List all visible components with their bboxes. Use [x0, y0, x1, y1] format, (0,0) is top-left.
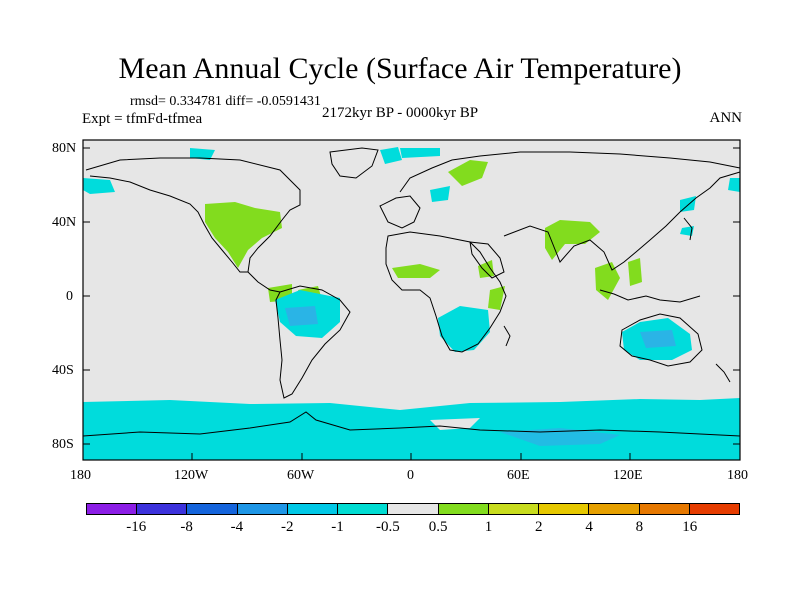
sahara-warm: [392, 264, 440, 278]
east-africa-warm: [488, 286, 505, 310]
siberia-warm: [448, 160, 488, 186]
antarctic-gray-gap: [430, 418, 480, 430]
lon-tick-label: 120E: [613, 468, 643, 483]
arctic-anomaly-scand: [430, 186, 450, 202]
colorbar-label: -1: [331, 519, 344, 535]
lon-tick-label: 60W: [287, 468, 315, 483]
colorbar-label: 1: [484, 519, 493, 535]
colorbar-label: -8: [180, 519, 193, 535]
lon-tick-label: 60E: [507, 468, 530, 483]
colorbar-segment: [689, 504, 740, 514]
india-warm: [545, 220, 600, 260]
coast-greenland: [329, 147, 379, 179]
coastlines: [82, 147, 741, 437]
colorbar: [86, 503, 740, 515]
experiment-label: Expt = tfmFd-tfmea: [82, 111, 203, 127]
coast-new-zealand: [715, 363, 731, 383]
philippines-warm: [628, 258, 642, 286]
colorbar-segment: [287, 504, 339, 514]
coast-eurasia-north: [399, 151, 741, 193]
arctic-anomaly-canada: [190, 148, 215, 160]
colorbar-label: -2: [280, 519, 294, 535]
colorbar-label: 4: [585, 519, 593, 535]
lon-tick-label: 180: [727, 468, 748, 483]
colorbar-segment: [388, 504, 439, 514]
arctic-anomaly-greenland: [380, 147, 402, 164]
lat-tick-label: 80N: [52, 141, 77, 156]
coast-australia: [619, 313, 703, 367]
coast-europe: [379, 195, 421, 229]
colorbar-segment: [539, 504, 590, 514]
lon-tick-label: 120W: [174, 468, 209, 483]
colorbar-label: -4: [230, 519, 244, 535]
coast-antarctica: [82, 411, 741, 437]
coast-africa: [385, 231, 507, 353]
colorbar-segment: [137, 504, 188, 514]
coast-arabia: [469, 241, 505, 279]
coast-indonesia: [599, 289, 701, 303]
lat-tick-label: 40N: [52, 215, 77, 230]
colorbar-segment: [187, 504, 238, 514]
arctic-anomaly-east: [728, 178, 740, 192]
colorbar-segment: [639, 504, 690, 514]
australia-cool-core: [640, 330, 676, 348]
arctic-anomaly-north: [400, 148, 440, 158]
lat-tick-label: 0: [66, 289, 73, 304]
colorbar-label: 2: [535, 519, 543, 535]
coast-north-america: [85, 157, 301, 273]
stats-text: rmsd= 0.334781 diff= -0.0591431: [130, 94, 321, 109]
colorbar-segment: [87, 504, 138, 514]
coast-madagascar: [503, 325, 511, 347]
season-label: ANN: [709, 110, 743, 126]
colorbar-label: 0.5: [428, 519, 448, 535]
colorbar-segment: [338, 504, 389, 514]
lon-tick-label: 180: [70, 468, 91, 483]
colorbar-label: -0.5: [375, 519, 400, 535]
coast-south-america: [275, 285, 351, 399]
anomaly-regions: [83, 147, 740, 460]
colorbar-label: -16: [126, 519, 147, 535]
lat-tick-label: 80S: [52, 437, 74, 452]
japan-cool: [680, 226, 694, 236]
north-america-warm: [205, 202, 282, 268]
colorbar-segment: [237, 504, 288, 514]
lon-tick-label: 0: [407, 468, 414, 483]
south-africa-cool: [438, 306, 490, 352]
colorbar-label: 8: [635, 519, 644, 535]
period-label: 2172kyr BP - 0000kyr BP: [322, 105, 479, 121]
arabia-warm: [478, 260, 494, 278]
plot-title: Mean Annual Cycle (Surface Air Temperatu…: [118, 52, 682, 85]
coast-asia-south: [503, 171, 741, 271]
coast-central-america: [247, 271, 281, 293]
coast-japan: [683, 217, 693, 241]
tick-marks: [82, 147, 741, 460]
colorbar-segment: [488, 504, 540, 514]
arctic-anomaly-west: [83, 178, 115, 194]
colorbar-segment: [438, 504, 489, 514]
south-america-cool-core: [285, 306, 318, 326]
lat-tick-label: 40S: [52, 363, 74, 378]
colorbar-label: 16: [682, 519, 698, 535]
antarctic-cool-patch: [500, 428, 620, 446]
colorbar-segment: [589, 504, 640, 514]
